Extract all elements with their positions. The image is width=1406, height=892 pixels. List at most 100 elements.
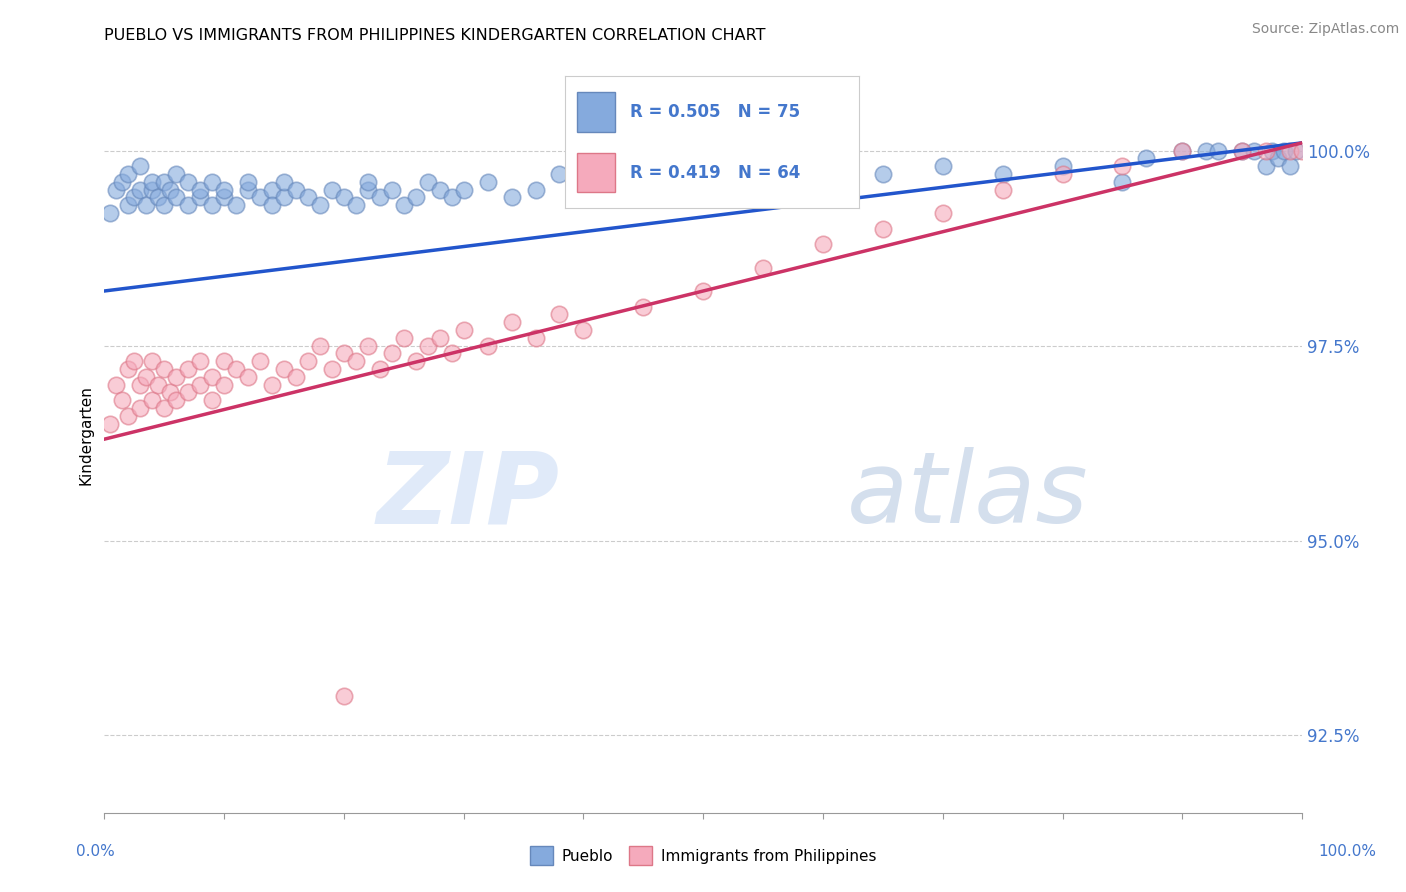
- Point: [1052, 167, 1074, 181]
- Point: [285, 369, 308, 384]
- Point: [1243, 144, 1265, 158]
- Point: [135, 198, 157, 212]
- Point: [368, 190, 391, 204]
- Point: [392, 331, 415, 345]
- Text: Source: ZipAtlas.com: Source: ZipAtlas.com: [1251, 22, 1399, 37]
- Point: [141, 393, 163, 408]
- Point: [124, 190, 146, 204]
- Point: [159, 183, 181, 197]
- Point: [1230, 144, 1253, 158]
- Text: ZIP: ZIP: [377, 447, 560, 544]
- Point: [297, 354, 319, 368]
- Point: [309, 338, 332, 352]
- Point: [416, 338, 439, 352]
- Point: [1171, 144, 1194, 158]
- Point: [453, 323, 475, 337]
- Point: [1256, 144, 1278, 158]
- Point: [633, 175, 655, 189]
- Point: [524, 331, 547, 345]
- Point: [273, 175, 295, 189]
- Point: [572, 323, 595, 337]
- Point: [932, 206, 955, 220]
- Point: [429, 331, 451, 345]
- Point: [129, 377, 152, 392]
- Point: [98, 417, 121, 431]
- Point: [1285, 144, 1308, 158]
- Point: [117, 362, 139, 376]
- Point: [752, 183, 775, 197]
- Point: [1171, 144, 1194, 158]
- Point: [212, 190, 235, 204]
- Point: [141, 183, 163, 197]
- Point: [188, 354, 211, 368]
- Point: [524, 183, 547, 197]
- Point: [872, 221, 894, 235]
- Point: [177, 362, 200, 376]
- Point: [321, 183, 343, 197]
- Point: [991, 183, 1014, 197]
- Point: [188, 377, 211, 392]
- Point: [1267, 152, 1289, 166]
- Point: [333, 190, 356, 204]
- Point: [249, 190, 271, 204]
- Point: [1261, 144, 1284, 158]
- Point: [117, 167, 139, 181]
- Point: [357, 338, 380, 352]
- Point: [188, 183, 211, 197]
- Point: [212, 354, 235, 368]
- Point: [159, 385, 181, 400]
- Point: [153, 198, 176, 212]
- Y-axis label: Kindergarten: Kindergarten: [79, 385, 93, 485]
- Point: [111, 175, 134, 189]
- Point: [260, 183, 283, 197]
- Point: [1111, 159, 1133, 173]
- Point: [381, 183, 404, 197]
- Point: [260, 198, 283, 212]
- Point: [273, 190, 295, 204]
- Point: [201, 393, 224, 408]
- Point: [165, 190, 187, 204]
- Point: [477, 175, 499, 189]
- Point: [991, 167, 1014, 181]
- Point: [633, 300, 655, 314]
- Point: [111, 393, 134, 408]
- Point: [811, 175, 834, 189]
- Point: [165, 393, 187, 408]
- Point: [1272, 144, 1295, 158]
- Point: [333, 690, 356, 704]
- Point: [309, 198, 332, 212]
- Point: [477, 338, 499, 352]
- Point: [165, 369, 187, 384]
- Point: [225, 198, 247, 212]
- Point: [692, 284, 714, 298]
- Point: [297, 190, 319, 204]
- Point: [129, 183, 152, 197]
- Point: [124, 354, 146, 368]
- Point: [1206, 144, 1229, 158]
- Text: PUEBLO VS IMMIGRANTS FROM PHILIPPINES KINDERGARTEN CORRELATION CHART: PUEBLO VS IMMIGRANTS FROM PHILIPPINES KI…: [104, 29, 766, 44]
- Point: [148, 190, 170, 204]
- Point: [236, 175, 259, 189]
- Point: [260, 377, 283, 392]
- Point: [177, 198, 200, 212]
- Point: [98, 206, 121, 220]
- Point: [1291, 144, 1313, 158]
- Text: atlas: atlas: [846, 447, 1088, 544]
- Point: [153, 401, 176, 415]
- Point: [932, 159, 955, 173]
- Point: [1256, 159, 1278, 173]
- Point: [212, 183, 235, 197]
- Point: [405, 190, 427, 204]
- Point: [381, 346, 404, 360]
- Point: [392, 198, 415, 212]
- Point: [548, 167, 571, 181]
- Point: [752, 260, 775, 275]
- Point: [236, 369, 259, 384]
- Point: [153, 362, 176, 376]
- Point: [344, 198, 367, 212]
- Point: [333, 346, 356, 360]
- Point: [236, 183, 259, 197]
- Point: [141, 354, 163, 368]
- Point: [273, 362, 295, 376]
- Point: [357, 175, 380, 189]
